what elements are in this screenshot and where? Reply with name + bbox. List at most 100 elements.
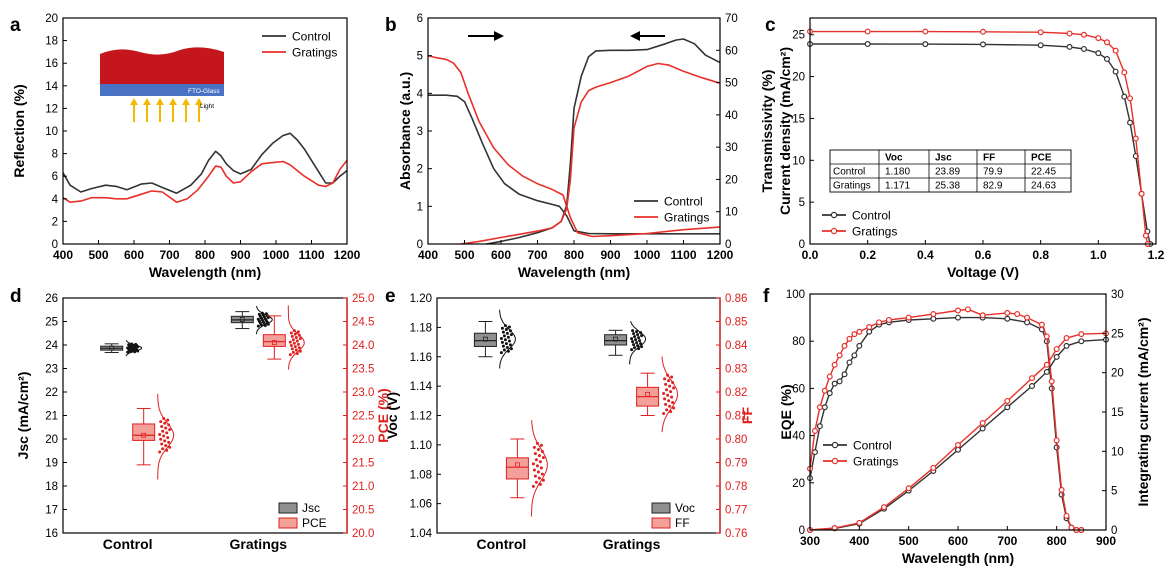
right-box-1-mean: [645, 391, 650, 397]
y-tick-label: 1.14: [410, 381, 433, 393]
legend-marker: [831, 441, 839, 449]
integrated-current-control-point: [954, 446, 961, 453]
left-series-1-data-point: [633, 346, 637, 350]
right-series-1-data-point: [297, 333, 301, 337]
integrated-current-gratings-point: [1004, 397, 1011, 404]
eqe-gratings-point: [816, 404, 823, 411]
panel-c: 0.0 0.2 0.4 0.6 0.8 1.0 1.2 0 5 10 15 20 25 Voltage (…: [765, 15, 1165, 280]
left-series-1-data-point: [632, 343, 636, 347]
y-tick-label: 14: [45, 81, 58, 93]
right-series-1-data-point: [288, 340, 292, 344]
jv-point-control: [1037, 42, 1044, 49]
x-tick-label: 1.2: [1148, 248, 1165, 262]
x-tick-label: 300: [800, 534, 820, 548]
y2-tick-label: 0.82: [725, 387, 747, 399]
legend-label: PCE: [302, 516, 327, 530]
right-series-1-data-point: [665, 408, 669, 412]
light-arrow-head: [143, 98, 151, 105]
y-tick-label: 20: [792, 478, 805, 490]
eqe-control-point: [831, 380, 838, 387]
jv-point-control: [922, 41, 929, 48]
x-tick-label: 800: [195, 248, 215, 262]
y2-tick-label: 0.78: [725, 481, 747, 493]
legend-marker: [830, 227, 838, 235]
right-series-1-data-point: [668, 384, 672, 388]
legend-marker: [830, 211, 838, 219]
right-series-0-data-point: [163, 439, 167, 443]
left-series-1-data-point: [257, 312, 261, 316]
left-series-0-data-point: [507, 325, 511, 329]
right-series-0-data-point: [168, 445, 172, 449]
table-header-cell: Voc: [885, 153, 903, 164]
right-series-1-data-point: [290, 334, 294, 338]
right-series-0-data-point: [164, 426, 168, 430]
table-cell: 1.171: [885, 181, 910, 192]
y-tick-label: 25: [792, 30, 805, 42]
y2-tick-label: 0.80: [725, 434, 747, 446]
left-series-1-data-point: [636, 333, 640, 337]
y2-tick-label: 21.0: [352, 481, 374, 493]
left-series-0-data-point: [130, 342, 134, 346]
jv-point-control: [1066, 43, 1073, 50]
absorbance-line-gratings: [427, 54, 721, 238]
x-tick-label: 600: [491, 248, 511, 262]
y-tick-label: 16: [45, 58, 58, 70]
jsc-box-0-box: [473, 332, 497, 347]
right-series-0-data-point: [534, 458, 538, 462]
right-series-0-data-point: [539, 443, 543, 447]
right-series-0-data-point: [533, 474, 537, 478]
eqe-control-point: [866, 328, 873, 335]
right-series-1-data-point: [665, 388, 669, 392]
jsc-box-0-mean: [483, 336, 488, 342]
eqe-control-point: [930, 315, 937, 322]
y-tick-label: 18: [45, 481, 58, 493]
eqe-control-point: [811, 449, 818, 456]
y2-tick-label: 50: [725, 78, 738, 90]
left-series-0-data-point: [499, 351, 503, 355]
right-series-1-data-point: [666, 393, 670, 397]
eqe-gratings-point: [846, 335, 853, 342]
right-series-1-data-point: [662, 391, 666, 395]
right-series-0-data-point: [534, 480, 538, 484]
left-series-0-data-point: [506, 349, 510, 353]
legend-label: Control: [853, 439, 892, 453]
y-tick-label: 1.10: [410, 440, 432, 452]
right-box-0-box: [132, 423, 156, 441]
y-tick-label: 21: [45, 411, 58, 423]
eqe-gratings-point: [826, 373, 833, 380]
jv-point-gratings: [1112, 47, 1119, 54]
panel-letter: e: [385, 286, 396, 307]
x-tick-label: 900: [230, 248, 250, 262]
right-series-1-data-point: [670, 375, 674, 379]
y-tick-label: 6: [417, 13, 423, 25]
y2-tick-label: 25: [1111, 328, 1124, 340]
left-series-0-data-point: [508, 343, 512, 347]
left-series-0-data-point: [500, 326, 504, 330]
right-series-1-data-point: [671, 381, 675, 385]
jv-point-gratings: [1127, 95, 1134, 102]
jv-line-gratings: [810, 30, 1149, 245]
y2-tick-label: 0.83: [725, 364, 747, 376]
right-series-0-data-point: [159, 420, 163, 424]
eqe-gratings-point: [885, 316, 892, 323]
right-series-1-data-point: [669, 410, 673, 414]
legend-marker: [831, 457, 839, 465]
x-tick-label: 1000: [263, 248, 290, 262]
right-series-1-data-point: [667, 399, 671, 403]
left-series-1-data-point: [639, 331, 643, 335]
eqe-control-point: [836, 378, 843, 385]
left-series-0-data-point: [504, 328, 508, 332]
y-axis-title: Current density (mA/cm²): [777, 47, 793, 215]
x-tick-label: 1200: [334, 248, 361, 262]
light-arrow-head: [182, 98, 190, 105]
integrated-current-gratings-point: [954, 442, 961, 449]
perovskite-layer: [100, 47, 224, 84]
eqe-gratings-point: [1053, 437, 1060, 444]
eqe-control-point: [841, 371, 848, 378]
eqe-gratings-point: [1043, 333, 1050, 340]
right-series-0-data-point: [160, 442, 164, 446]
y-tick-label: 0: [799, 525, 805, 537]
y2-tick-label: 20: [1111, 368, 1124, 380]
plot-frame: [62, 297, 348, 534]
right-series-0-data-point: [166, 436, 170, 440]
